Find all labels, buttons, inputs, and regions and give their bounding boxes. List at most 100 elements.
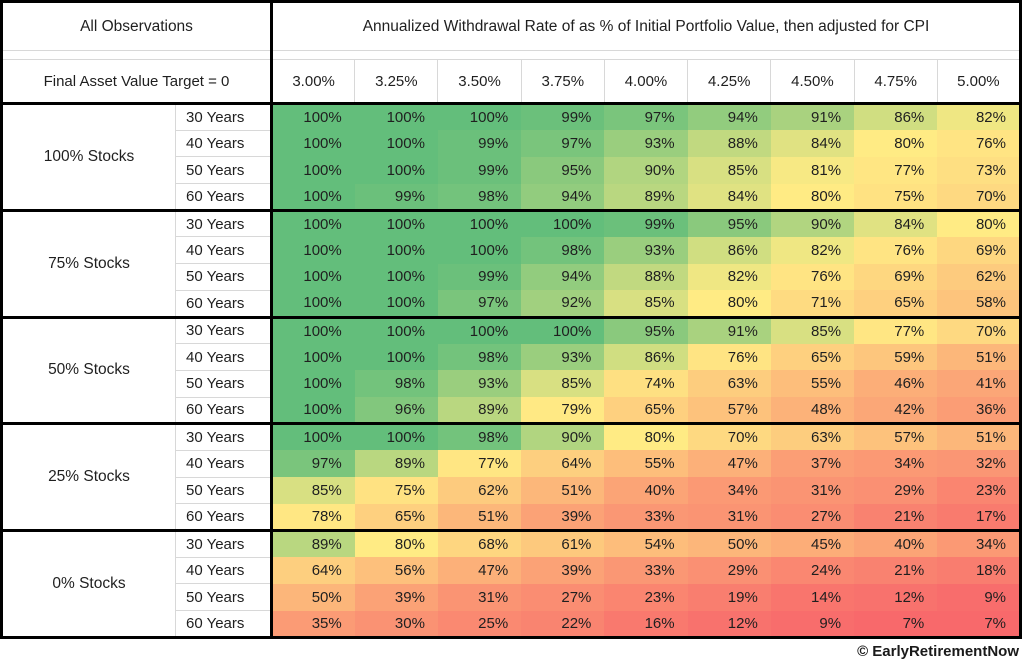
success-rate-cell: 76%: [770, 263, 855, 291]
success-rate-cell: 27%: [521, 583, 605, 611]
success-rate-cell: 57%: [687, 397, 771, 424]
success-rate-cell: 34%: [937, 529, 1021, 558]
success-rate-cell: 76%: [854, 236, 938, 264]
rate-column-header: 4.50%: [770, 59, 855, 105]
success-rate-cell: 29%: [687, 557, 771, 584]
success-rate-cell: 98%: [437, 343, 522, 371]
success-rate-cell: 88%: [687, 130, 771, 157]
rate-column-header: 4.00%: [603, 59, 688, 105]
success-rate-cell: 100%: [521, 208, 605, 237]
success-rate-cell: 84%: [854, 208, 938, 237]
success-rate-cell: 7%: [937, 610, 1021, 638]
success-rate-cell: 69%: [854, 263, 938, 291]
horizon-row-label: 50 Years: [174, 476, 274, 504]
success-rate-cell: 100%: [437, 102, 522, 131]
horizon-row-label: 30 Years: [174, 208, 274, 237]
success-rate-cell: 99%: [604, 208, 688, 237]
success-rate-cell: 99%: [437, 263, 522, 291]
success-rate-cell: 40%: [604, 477, 688, 504]
success-rate-cell: 76%: [937, 130, 1021, 157]
success-rate-cell: 78%: [271, 503, 355, 531]
success-rate-cell: 23%: [937, 477, 1021, 504]
success-rate-cell: 90%: [521, 422, 605, 451]
success-rate-cell: 65%: [604, 397, 688, 424]
horizon-row-label: 40 Years: [174, 129, 274, 157]
success-rate-cell: 97%: [437, 290, 522, 317]
success-rate-cell: 62%: [437, 477, 522, 504]
horizon-row-label: 50 Years: [174, 369, 274, 398]
stock-allocation-label: 25% Stocks: [1, 422, 176, 531]
success-rate-cell: 96%: [354, 397, 438, 424]
stock-allocation-label: 75% Stocks: [1, 208, 176, 317]
success-rate-cell: 85%: [604, 290, 688, 317]
success-rate-cell: 77%: [437, 450, 522, 478]
spacer-cell: [271, 50, 1021, 60]
success-rate-cell: 12%: [687, 610, 771, 638]
success-rate-cell: 85%: [687, 156, 771, 184]
success-rate-cell: 47%: [687, 450, 771, 478]
horizon-row-label: 60 Years: [174, 610, 274, 638]
success-rate-cell: 100%: [437, 236, 522, 264]
success-rate-cell: 27%: [770, 503, 855, 531]
success-rate-cell: 80%: [770, 183, 855, 211]
success-rate-cell: 97%: [521, 130, 605, 157]
success-rate-cell: 89%: [354, 450, 438, 478]
success-rate-cell: 88%: [604, 263, 688, 291]
success-rate-cell: 100%: [354, 130, 438, 157]
rate-column-header: 5.00%: [936, 59, 1021, 105]
success-rate-cell: 39%: [521, 503, 605, 531]
success-rate-cell: 99%: [521, 102, 605, 131]
success-rate-cell: 17%: [937, 503, 1021, 531]
success-rate-cell: 45%: [770, 529, 855, 558]
success-rate-cell: 34%: [687, 477, 771, 504]
horizon-row-label: 30 Years: [174, 422, 274, 451]
success-rate-cell: 94%: [521, 263, 605, 291]
table-body: 100% Stocks 30 Years 100% 100% 100% 99% 97% 94%…: [1, 102, 1021, 638]
rate-column-header: 3.25%: [354, 59, 438, 105]
success-rate-cell: 99%: [354, 183, 438, 211]
success-rate-cell: 12%: [854, 583, 938, 611]
success-rate-cell: 55%: [604, 450, 688, 478]
success-rate-cell: 95%: [604, 315, 688, 344]
copyright-credit: © EarlyRetirementNow: [857, 642, 1019, 660]
success-rate-cell: 100%: [271, 290, 355, 317]
success-rate-cell: 100%: [354, 422, 438, 451]
success-rate-cell: 86%: [687, 236, 771, 264]
success-rate-cell: 100%: [271, 102, 355, 131]
horizon-row-label: 50 Years: [174, 263, 274, 291]
success-rate-cell: 84%: [770, 130, 855, 157]
table-header: All Observations Annualized Withdrawal R…: [1, 1, 1021, 105]
final-asset-target-label: Final Asset Value Target = 0: [1, 59, 274, 105]
success-rate-cell: 100%: [354, 343, 438, 371]
success-rate-cell: 81%: [770, 156, 855, 184]
horizon-row-label: 60 Years: [174, 289, 274, 317]
success-rate-cell: 21%: [854, 557, 938, 584]
success-rate-cell: 75%: [354, 477, 438, 504]
success-rate-cell: 93%: [437, 370, 522, 398]
horizon-row-label: 50 Years: [174, 156, 274, 184]
success-rate-cell: 93%: [521, 343, 605, 371]
withdrawal-rate-header: Annualized Withdrawal Rate of as % of In…: [362, 17, 930, 35]
stock-allocation-label: 50% Stocks: [1, 315, 176, 424]
success-rate-cell: 33%: [604, 503, 688, 531]
success-rate-cell: 16%: [604, 610, 688, 638]
success-rate-cell: 51%: [937, 343, 1021, 371]
success-rate-cell: 100%: [354, 315, 438, 344]
success-rate-cell: 23%: [604, 583, 688, 611]
success-rate-cell: 25%: [437, 610, 522, 638]
success-rate-cell: 51%: [937, 422, 1021, 451]
success-rate-cell: 100%: [271, 315, 355, 344]
success-rate-cell: 39%: [354, 583, 438, 611]
success-rate-cell: 14%: [770, 583, 855, 611]
success-rate-cell: 50%: [687, 529, 771, 558]
horizon-row-label: 60 Years: [174, 503, 274, 531]
success-rate-cell: 99%: [437, 156, 522, 184]
success-rate-cell: 92%: [521, 290, 605, 317]
success-rate-cell: 80%: [687, 290, 771, 317]
success-rate-cell: 65%: [770, 343, 855, 371]
success-rate-cell: 70%: [937, 315, 1021, 344]
horizon-row-label: 60 Years: [174, 183, 274, 211]
success-rate-cell: 100%: [271, 422, 355, 451]
success-rate-cell: 9%: [770, 610, 855, 638]
success-rate-cell: 100%: [271, 343, 355, 371]
